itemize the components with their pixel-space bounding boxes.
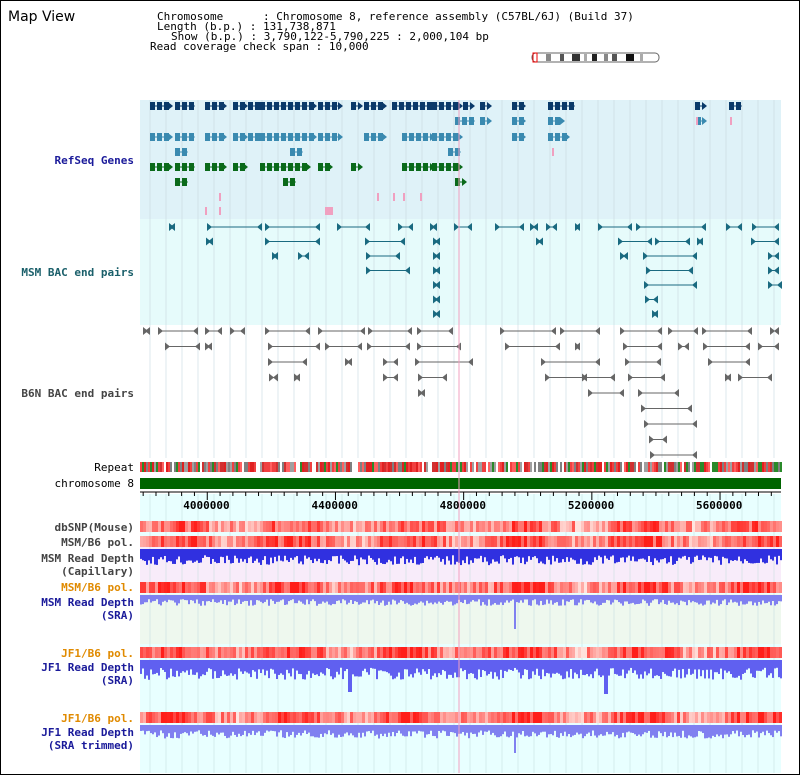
snp-marker [420,193,422,201]
show-key: Show (b.p.) [171,30,244,43]
read-depth-tracks [140,549,782,753]
msm-bac-label: MSM BAC end pairs [21,266,134,279]
length-info: Length (b.p.) : 131,738,871 [157,20,336,33]
coverage-key: Read coverage check span [150,40,309,53]
snp-marker [696,117,698,125]
length-value: 131,738,871 [262,20,336,33]
page-title: Map View [8,9,76,25]
jf1-depth-trim-label-1: JF1 Read Depth [41,726,134,739]
coordinate-axis [140,491,781,500]
jf1-depth-sra-label-1: JF1 Read Depth [41,661,134,674]
msm-bac-track-bg [140,219,781,325]
chromosome-value: Chromosome 8, reference assembly (C57BL/… [276,10,634,23]
chromosome-key: Chromosome [157,10,224,23]
axis-tick-label: 5200000 [567,499,615,512]
snp-marker [552,148,554,156]
msm-bac-track [169,223,782,318]
refseq-genes-track [150,102,742,215]
refseq-track-bg [140,100,781,219]
snp-marker [219,207,221,215]
polymorphism-heat-tracks [140,521,782,723]
snp-marker [393,193,395,201]
msm-depth-capillary-label-2: (Capillary) [61,565,134,578]
jf1-depth-trim-label-2: (SRA trimmed) [47,739,134,752]
snp-marker [730,117,732,125]
show-info: Show (b.p.) : 3,790,122-5,790,225 : 2,00… [171,30,489,43]
length-key: Length (b.p.) [157,20,244,33]
jf1-depth-sra-label-2: (SRA) [100,674,134,687]
b6n-bac-track [143,327,779,459]
snp-marker [325,207,333,215]
snp-marker [219,193,221,201]
coverage-value: 10,000 [328,40,369,53]
axis-tick-label: 5600000 [696,499,743,512]
msm-depth-capillary-label-1: MSM Read Depth [41,552,134,565]
chromosome-track-label: chromosome 8 [54,477,134,490]
refseq-genes-label: RefSeq Genes [54,154,134,167]
axis-tick-label: 4800000 [439,499,486,512]
repeat-track [140,462,782,472]
chromosome-info: Chromosome : Chromosome 8, reference ass… [157,10,634,23]
axis-tick-label: 4000000 [183,499,230,512]
chromosome-bar[interactable] [140,478,781,489]
coverage-info: Read coverage check span : 10,000 [150,40,369,53]
snp-marker [377,193,379,201]
snp-marker [205,207,207,215]
jf1-b6-pol-label: JF1/B6 pol. [61,647,134,660]
jf1-b6-pol-label-2: JF1/B6 pol. [61,712,134,725]
dbsnp-label: dbSNP(Mouse) [54,521,134,534]
show-value: 3,790,122-5,790,225 : 2,000,104 bp [263,30,489,43]
repeat-label: Repeat [94,461,134,474]
msm-depth-sra-label-1: MSM Read Depth [41,596,134,609]
msm-depth-sra-label-2: (SRA) [100,609,134,622]
snp-marker [403,193,405,201]
msm-b6-pol-label-2: MSM/B6 pol. [61,581,134,594]
b6n-bac-label: B6N BAC end pairs [21,387,134,400]
msm-b6-pol-label: MSM/B6 pol. [61,536,134,549]
axis-tick-label: 4400000 [311,499,358,512]
